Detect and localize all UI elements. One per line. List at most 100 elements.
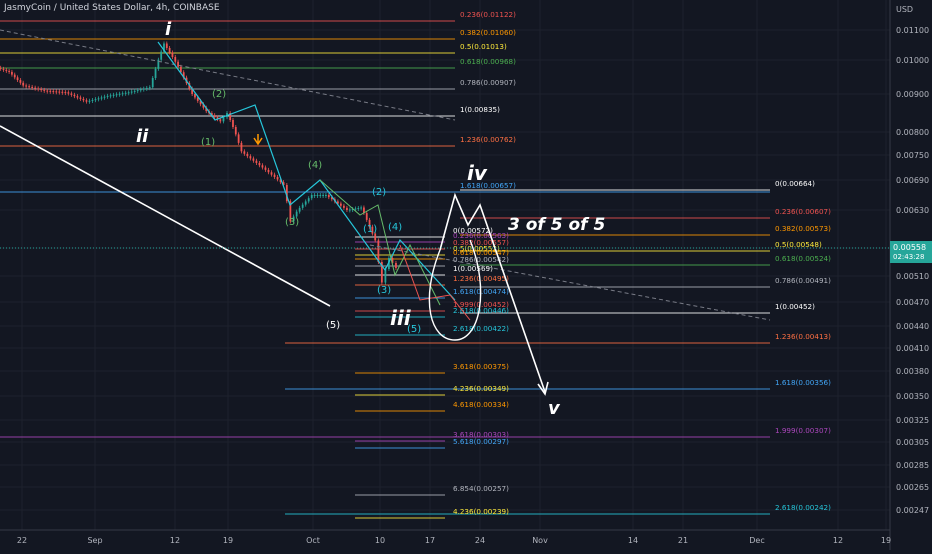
candle-body	[354, 208, 357, 210]
candle-body	[163, 43, 165, 52]
candle-body	[73, 94, 76, 97]
candle-body	[264, 167, 267, 170]
candle-body	[31, 86, 34, 88]
candle-body	[8, 70, 11, 72]
price-tick-label: 0.00285	[896, 461, 929, 470]
candle-body	[139, 89, 142, 91]
wave-label-minor: (2)	[372, 187, 386, 198]
fib-level-label: 0.382(0.00573)	[775, 224, 831, 233]
candle-body	[243, 151, 246, 154]
fib-level-label: 0.5(0.00552)	[453, 244, 500, 253]
candle-body	[346, 207, 348, 210]
fib-level-label: 1(0.00835)	[460, 105, 500, 114]
candle-body	[94, 99, 97, 101]
fib-level-label: 0.236(0.00563)	[453, 231, 509, 240]
subwave-count-line	[319, 179, 441, 306]
fib-level-label: 0(0.00664)	[775, 179, 815, 188]
candle-body	[25, 85, 28, 87]
candle-body	[279, 179, 282, 183]
candle-body	[82, 98, 85, 101]
candle-body	[327, 195, 330, 198]
candle-body	[130, 91, 133, 93]
candle-body	[273, 174, 276, 178]
wave-label-minor: (4)	[308, 160, 322, 171]
fib-level-label: 5.618(0.00297)	[453, 437, 509, 446]
lower-trendline	[0, 125, 331, 307]
candle-body	[246, 153, 249, 157]
price-tick-label: 0.00630	[896, 206, 929, 215]
candle-body	[357, 208, 360, 209]
candle-body	[127, 92, 130, 94]
time-tick-label: 19	[223, 536, 233, 545]
candle-body	[276, 177, 279, 180]
fib-level-label: 4.618(0.00334)	[453, 400, 509, 409]
candle-body	[0, 67, 2, 69]
candle-body	[365, 213, 368, 220]
wave-label-major: iv	[467, 161, 488, 185]
fib-level-label: 2.618(0.00422)	[453, 324, 509, 333]
price-tick-label: 0.00305	[896, 438, 929, 447]
candle-body	[391, 258, 394, 263]
chart-title: JasmyCoin / United States Dollar, 4h, CO…	[4, 3, 220, 13]
candle-body	[351, 209, 354, 210]
candle-body	[319, 195, 322, 196]
fib-level-label: 0.382(0.00557)	[453, 238, 509, 247]
candle-body	[232, 119, 234, 127]
candle-body	[202, 104, 205, 108]
candle-body	[70, 93, 73, 95]
candle-body	[171, 52, 174, 57]
candle-body	[11, 71, 13, 75]
time-tick-label: 17	[425, 536, 435, 545]
candle-body	[61, 91, 64, 93]
candle-body	[310, 195, 313, 199]
candle-body	[49, 90, 52, 92]
wave-label-major: i	[165, 19, 172, 40]
candle-body	[58, 91, 61, 93]
wave-label-minor: (3)	[377, 285, 391, 296]
channel-trendline	[369, 244, 771, 321]
candle-body	[374, 233, 377, 241]
candle-body	[258, 162, 261, 166]
candle-body	[52, 91, 55, 93]
candle-body	[289, 201, 292, 222]
candle-body	[348, 209, 351, 211]
candle-body	[322, 195, 324, 196]
fib-level-label: 1.236(0.00495)	[453, 274, 509, 283]
time-tick-label: 12	[833, 536, 843, 545]
wave-label-minor: (1)	[201, 137, 215, 148]
current-price-label: 0.00558	[893, 243, 926, 252]
fib-level-label: 0.618(0.00968)	[460, 57, 516, 66]
fib-level-label: 4.236(0.00349)	[453, 384, 509, 393]
candle-body	[292, 216, 295, 222]
candle-body	[174, 57, 177, 62]
candle-body	[55, 91, 58, 93]
fib-level-label: 0.382(0.01060)	[460, 28, 516, 37]
candle-body	[85, 100, 88, 102]
wave-iv-ellipse	[428, 239, 482, 341]
candle-body	[97, 98, 100, 100]
candle-body	[177, 61, 179, 67]
fib-level-label: 3.618(0.00303)	[453, 430, 509, 439]
time-tick-label: 21	[678, 536, 688, 545]
candle-body	[121, 93, 124, 95]
fib-level-label: 2.618(0.00242)	[775, 503, 831, 512]
price-tick-label: 0.00510	[896, 272, 929, 281]
candle-body	[157, 59, 160, 69]
fib-level-label: 0.5(0.01013)	[460, 42, 507, 51]
candle-body	[16, 77, 19, 81]
candle-body	[142, 88, 145, 90]
candle-body	[339, 203, 342, 206]
candle-body	[304, 201, 307, 205]
candle-body	[179, 66, 182, 73]
price-tick-label: 0.00247	[896, 506, 929, 515]
wave-label-major: ii	[136, 126, 149, 147]
candle-body	[100, 97, 103, 99]
candle-body	[40, 89, 43, 91]
time-tick-label: 19	[881, 536, 891, 545]
candle-body	[46, 90, 49, 92]
wave-label-minor: (3)	[285, 217, 299, 228]
candle-body	[216, 117, 219, 120]
candle-body	[124, 92, 127, 94]
